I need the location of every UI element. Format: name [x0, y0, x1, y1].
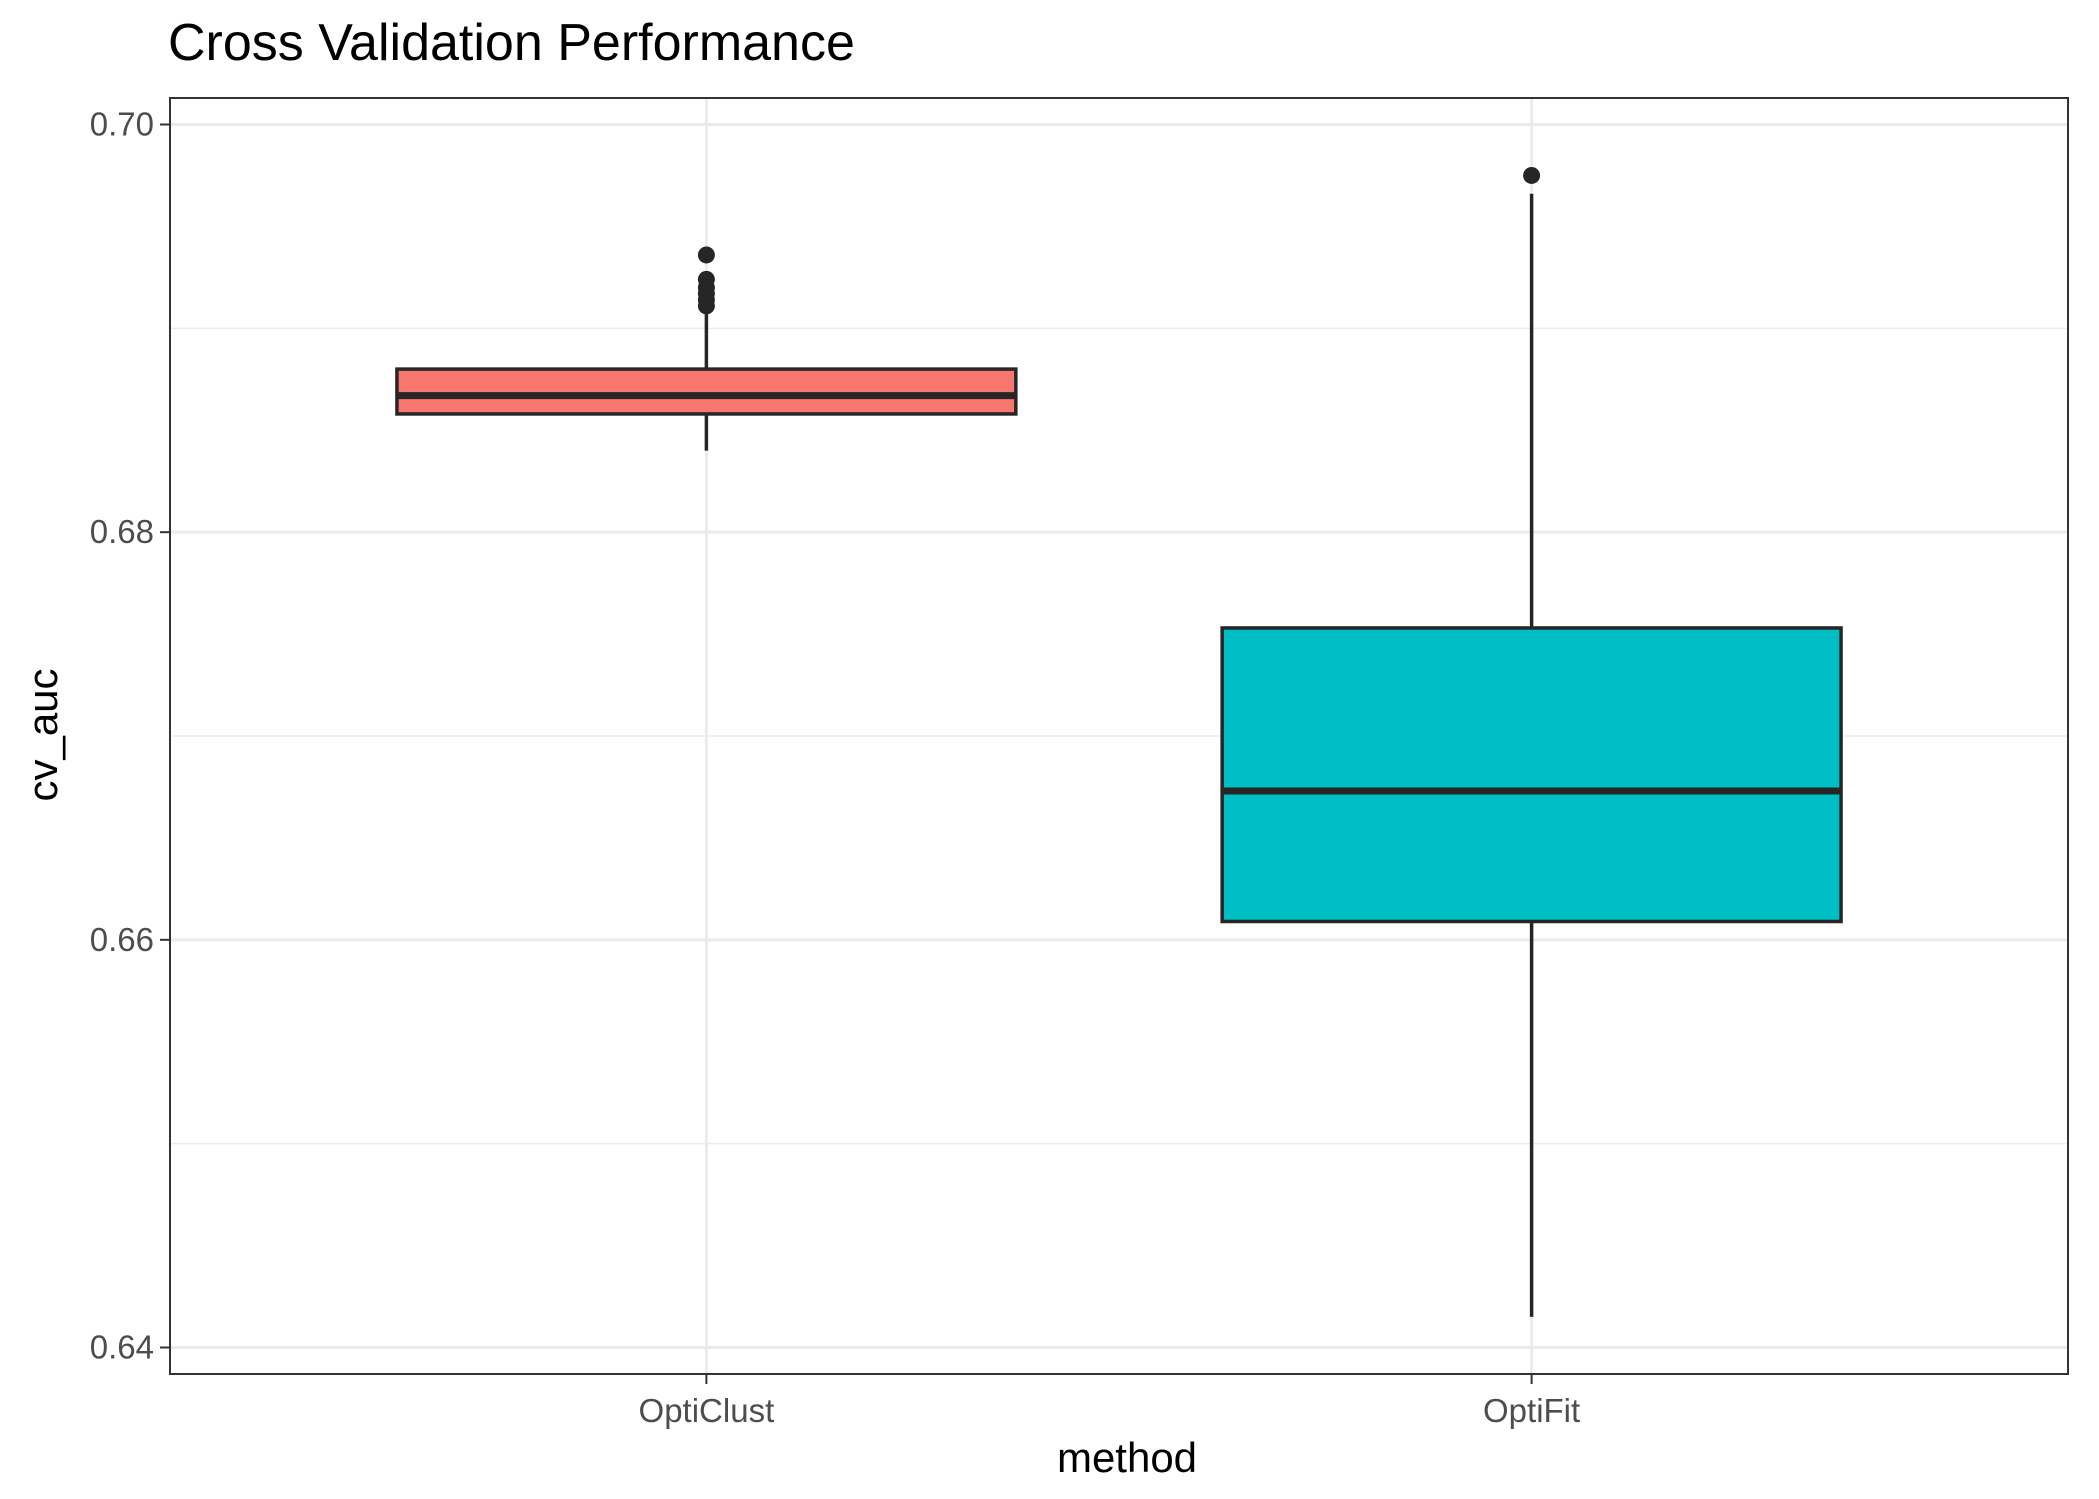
- x-tick-label: OptiFit: [1483, 1392, 1580, 1429]
- y-axis-title: cv_auc: [19, 668, 66, 801]
- iqr-box: [1220, 626, 1843, 924]
- box-opticlust: [395, 246, 1018, 451]
- x-tick-label: OptiClust: [639, 1392, 775, 1429]
- x-axis-title: method: [1057, 1434, 1197, 1481]
- y-tick-label: 0.66: [90, 921, 154, 958]
- x-axis: OptiClust OptiFit: [639, 1374, 1580, 1429]
- box-series: [395, 166, 1843, 1317]
- chart-title: Cross Validation Performance: [168, 14, 855, 72]
- y-axis: 0.64 0.66 0.68 0.70: [90, 105, 170, 1366]
- outlier-point: [697, 297, 715, 315]
- outlier-point: [697, 246, 715, 264]
- y-tick-label: 0.68: [90, 513, 154, 550]
- outlier-point: [1523, 166, 1541, 184]
- box-optifit: [1220, 166, 1843, 1317]
- y-tick-label: 0.70: [90, 105, 154, 142]
- iqr-box: [395, 367, 1018, 416]
- plot-panel-border: [169, 97, 2069, 1375]
- y-tick-label: 0.64: [90, 1329, 154, 1366]
